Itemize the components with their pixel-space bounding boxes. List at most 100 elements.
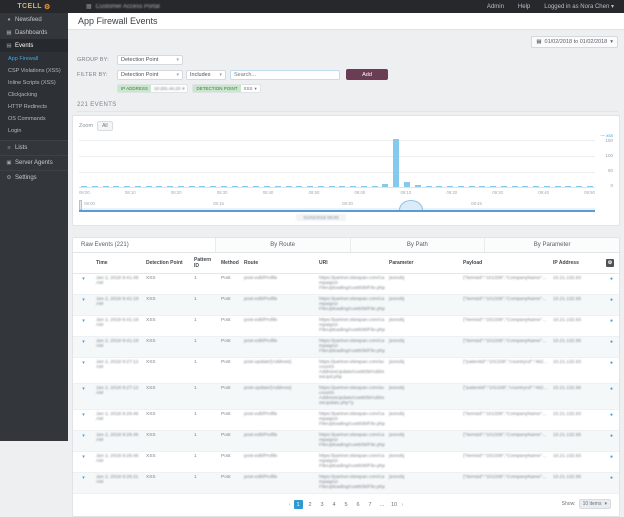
row-detail-icon[interactable]: ● [604, 294, 619, 316]
sidebar-item[interactable]: ● Newsfeed [0, 13, 68, 26]
col-ip-address[interactable]: IP Address [551, 253, 604, 274]
row-expand-chevron-icon[interactable]: ▾ [73, 336, 94, 358]
sidebar-item[interactable]: ⚙ Settings [0, 170, 68, 185]
row-detail-icon[interactable]: ● [604, 357, 619, 384]
next-page-button[interactable]: › [401, 501, 404, 508]
row-expand-chevron-icon[interactable]: ▾ [73, 430, 94, 452]
filter-chip[interactable]: DETECTION POINT XSS ▾ [192, 84, 261, 93]
table-row[interactable]: ▾ Jan 2, 2018 9:26:46 AM XSS 1 Post post… [73, 430, 619, 452]
row-expand-chevron-icon[interactable]: ▾ [73, 357, 94, 384]
row-expand-chevron-icon[interactable]: ▾ [73, 451, 94, 473]
cell-detection-point: XSS [144, 273, 192, 295]
table-row[interactable]: ▾ Jan 2, 2018 9:26:21 AM XSS 1 Post post… [73, 472, 619, 494]
row-detail-icon[interactable]: ● [604, 409, 619, 431]
sidebar-sub-item[interactable]: Login [0, 125, 68, 137]
page-button[interactable]: 2 [306, 500, 315, 509]
row-expand-chevron-icon[interactable]: ▾ [73, 409, 94, 431]
table-row[interactable]: ▾ Jan 2, 2018 9:26:46 AM XSS 1 Post post… [73, 451, 619, 473]
row-expand-chevron-icon[interactable]: ▾ [73, 383, 94, 410]
table-tab[interactable]: By Path [349, 238, 485, 252]
navigator-handle[interactable] [79, 200, 82, 210]
col-payload[interactable]: Payload [461, 253, 551, 274]
sidebar-item[interactable]: ▣ Server Agents [0, 155, 68, 170]
calendar-icon: ▦ [536, 39, 542, 45]
sidebar-sub-item[interactable]: HTTP Redirects [0, 101, 68, 113]
col-uri[interactable]: URI [317, 253, 387, 274]
page-button[interactable]: 7 [366, 500, 375, 509]
col-time[interactable]: Time [94, 253, 144, 274]
sidebar-sub-item[interactable]: App Firewall [0, 53, 68, 65]
filter-search-input[interactable] [230, 69, 340, 80]
sidebar-sub-item[interactable]: CSP Violations (XSS) [0, 65, 68, 77]
sidebar-sub-item[interactable]: Clickjacking [0, 89, 68, 101]
table-row[interactable]: ▾ Jan 2, 2018 9:41:49 AM XSS 1 Post post… [73, 273, 619, 295]
page-number: 3 [320, 501, 324, 508]
cell-detection-point: XSS [144, 315, 192, 337]
prev-page-button[interactable]: ‹ [288, 501, 291, 508]
sidebar: ● Newsfeed ▦ Dashboards ▤ Events App Fir… [0, 13, 68, 441]
row-detail-icon[interactable]: ● [604, 430, 619, 452]
cell-detection-point: XSS [144, 336, 192, 358]
sidebar-item[interactable]: ≡ Lists [0, 140, 68, 155]
table-row[interactable]: ▾ Jan 2, 2018 9:27:12 AM XSS 1 Post post… [73, 357, 619, 384]
table-tab[interactable]: By Route [214, 238, 350, 252]
help-link[interactable]: Help [517, 3, 531, 10]
table-row[interactable]: ▾ Jan 2, 2018 9:41:19 AM XSS 1 Post post… [73, 294, 619, 316]
table-tab[interactable]: Raw Events (221) [73, 238, 215, 252]
sidebar-item[interactable]: ▤ Events [0, 39, 68, 52]
row-detail-icon[interactable]: ● [604, 451, 619, 473]
chart-navigator[interactable]: 08:00 08:15 08:30 08:45 [79, 199, 595, 212]
row-detail-icon[interactable]: ● [604, 383, 619, 410]
page-button[interactable]: … [378, 500, 387, 509]
row-expand-chevron-icon[interactable]: ▾ [73, 315, 94, 337]
col-route[interactable]: Route [242, 253, 317, 274]
page-size-select[interactable]: 10 items ▾ [578, 499, 611, 509]
row-detail-icon[interactable]: ● [604, 273, 619, 295]
page-number: 1 [296, 501, 300, 508]
row-detail-icon[interactable]: ● [604, 336, 619, 358]
zoom-all-button[interactable]: All [97, 121, 113, 131]
filter-operator-select[interactable]: Includes ▾ [186, 69, 226, 80]
col-method[interactable]: Method [219, 253, 242, 274]
date-range-label: 01/02/2018 to 01/02/2018 [544, 39, 608, 45]
filter-chip[interactable]: IP ADDRESS 10.201.44.23 ▾ [117, 84, 189, 93]
group-by-select[interactable]: Detection Point ▾ [117, 55, 183, 65]
table-tab[interactable]: By Parameter [484, 238, 619, 252]
row-expand-chevron-icon[interactable]: ▾ [73, 472, 94, 494]
table-row[interactable]: ▾ Jan 2, 2018 9:41:19 AM XSS 1 Post post… [73, 336, 619, 358]
row-detail-icon[interactable]: ● [604, 315, 619, 337]
sidebar-item[interactable]: ▦ Dashboards [0, 26, 68, 39]
app-grid-icon[interactable]: ▦ [86, 4, 92, 10]
table-row[interactable]: ▾ Jan 2, 2018 9:27:12 AM XSS 1 Post post… [73, 383, 619, 410]
sidebar-item-label: Newsfeed [15, 16, 42, 23]
col-pattern-id[interactable]: Pattern ID [192, 253, 219, 274]
table-row[interactable]: ▾ Jan 2, 2018 9:41:19 AM XSS 1 Post post… [73, 315, 619, 337]
page-button[interactable]: 3 [318, 500, 327, 509]
sidebar-item-label: Settings [15, 175, 37, 181]
chart-bar [220, 185, 227, 187]
row-expand-chevron-icon[interactable]: ▾ [73, 294, 94, 316]
cell-ip-address: 10.21.132.93 [551, 409, 604, 431]
page-button[interactable]: 6 [354, 500, 363, 509]
user-menu[interactable]: Logged in as Nora Chen ▾ [544, 3, 614, 10]
add-filter-button[interactable]: Add [346, 69, 388, 80]
table-row[interactable]: ▾ Jan 2, 2018 9:26:46 AM XSS 1 Post post… [73, 409, 619, 431]
page-button[interactable]: 1 [293, 500, 303, 509]
row-expand-chevron-icon[interactable]: ▾ [73, 273, 94, 295]
sidebar-sub-item[interactable]: OS Commands [0, 113, 68, 125]
chart-legend[interactable]: — xss [600, 133, 613, 138]
col-detection-point[interactable]: Detection Point [144, 253, 192, 274]
row-detail-icon[interactable]: ● [604, 472, 619, 494]
date-range-button[interactable]: ▦ 01/02/2018 to 01/02/2018 ▾ [531, 36, 618, 48]
col-parameter[interactable]: Parameter [387, 253, 461, 274]
page-button[interactable]: 10 [390, 500, 399, 509]
cell-time: Jan 2, 2018 9:41:19 AM [94, 336, 144, 358]
tcell-logo[interactable]: TCELL ⚙ [0, 3, 68, 11]
page-button[interactable]: 5 [342, 500, 351, 509]
sidebar-sub-item[interactable]: Inline Scripts (XSS) [0, 77, 68, 89]
filter-field-select[interactable]: Detection Point ▾ [117, 69, 183, 80]
column-settings-button[interactable]: ⚙ [606, 259, 614, 267]
cell-parameter: jsonobj [387, 315, 461, 337]
page-button[interactable]: 4 [330, 500, 339, 509]
admin-link[interactable]: Admin [486, 3, 504, 10]
